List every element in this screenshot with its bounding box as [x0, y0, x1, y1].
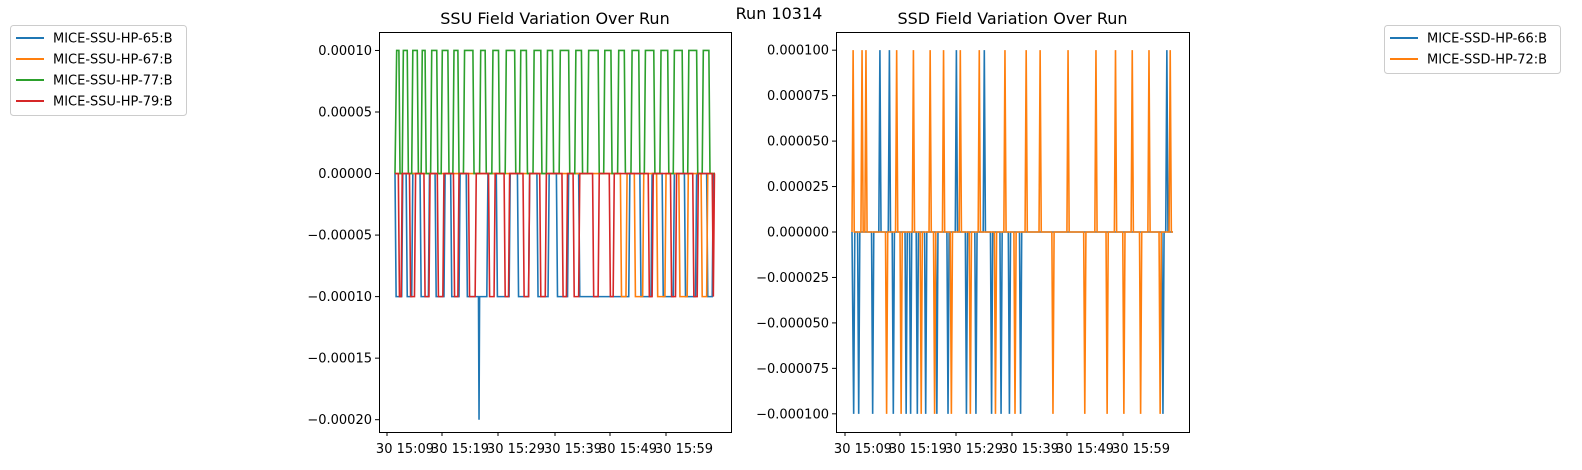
- y-tick-label: 0.00005: [318, 106, 372, 121]
- y-tick-label: −0.000075: [756, 362, 829, 377]
- legend-box: [1384, 25, 1561, 74]
- y-tick-label: 0.000075: [767, 89, 829, 104]
- y-tick-label: −0.00015: [307, 352, 372, 367]
- x-tick-label: 30 15:39: [544, 442, 602, 457]
- chart-ssd: 0.000100 0.000075 0.000050 0.000025 0.000000…: [756, 9, 1190, 457]
- legend-label: MICE-SSU-HP-79:B: [53, 95, 173, 110]
- legend-label: MICE-SSD-HP-72:B: [1427, 53, 1547, 68]
- x-tick-label: 30 15:49: [1056, 442, 1114, 457]
- y-tick-label: 0.000100: [767, 44, 829, 59]
- y-tick-label: 0.00010: [318, 44, 372, 59]
- series-line-mice-ssd-hp-72-b: [851, 50, 1173, 414]
- axes-frame: [836, 32, 1190, 433]
- figure-suptitle: Run 10314: [736, 4, 823, 23]
- legend-label: MICE-SSU-HP-65:B: [53, 32, 173, 47]
- legend-ssd: MICE-SSD-HP-66:B MICE-SSD-HP-72:B: [1384, 25, 1561, 74]
- x-tick-label: 30 15:19: [431, 442, 489, 457]
- x-tick-label: 30 15:19: [889, 442, 947, 457]
- chart-title: SSD Field Variation Over Run: [897, 9, 1127, 28]
- y-tick-label: −0.000100: [756, 407, 829, 422]
- y-tick-label: −0.000025: [756, 271, 829, 286]
- series-line-mice-ssu-hp-79-b: [395, 172, 716, 298]
- y-tick-label: −0.00020: [307, 413, 372, 428]
- chart-ssu: 0.00010 0.00005 0.00000 −0.00005 −0.00010 −0.…: [307, 9, 732, 457]
- x-tick-label: 30 15:29: [945, 442, 1003, 457]
- y-tick-label: −0.00005: [307, 229, 372, 244]
- chart-title: SSU Field Variation Over Run: [440, 9, 669, 28]
- legend-label: MICE-SSU-HP-77:B: [53, 74, 173, 89]
- y-tick-label: −0.000050: [756, 316, 829, 331]
- y-tick-label: 0.00000: [318, 167, 372, 182]
- x-tick-label: 30 15:09: [376, 442, 434, 457]
- y-tick-label: −0.00010: [307, 290, 372, 305]
- series-line-mice-ssu-hp-77-b: [394, 49, 715, 175]
- legend-box: [10, 25, 187, 116]
- x-tick-label: 30 15:49: [599, 442, 657, 457]
- x-tick-label: 30 15:09: [834, 442, 892, 457]
- y-tick-label: 0.000000: [767, 226, 829, 241]
- x-tick-label: 30 15:59: [1112, 442, 1170, 457]
- x-tick-label: 30 15:59: [655, 442, 713, 457]
- legend-label: MICE-SSD-HP-66:B: [1427, 32, 1547, 47]
- y-tick-label: 0.000025: [767, 180, 829, 195]
- x-tick-label: 30 15:29: [487, 442, 545, 457]
- x-tick-label: 30 15:39: [1001, 442, 1059, 457]
- y-tick-label: 0.000050: [767, 135, 829, 150]
- legend-ssu: MICE-SSU-HP-65:B MICE-SSU-HP-67:B MICE-SSU…: [10, 25, 187, 116]
- series-line-mice-ssu-hp-67-b: [395, 172, 715, 298]
- legend-label: MICE-SSU-HP-67:B: [53, 53, 173, 68]
